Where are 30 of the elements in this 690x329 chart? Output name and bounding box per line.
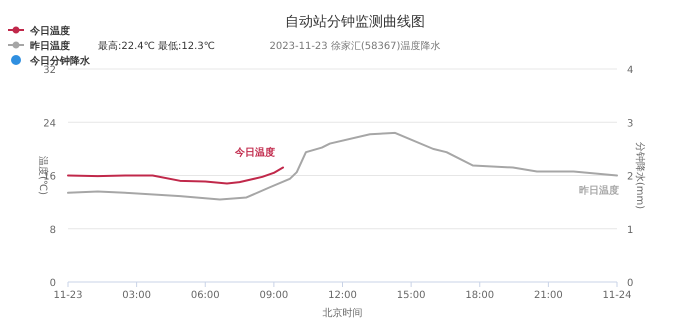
chart-subtitle: 2023-11-23 徐家汇(58367)温度降水 (270, 40, 440, 52)
x-tick-label: 09:00 (259, 290, 288, 301)
legend-label: 今日分钟降水 (29, 55, 91, 67)
annotation: 今日温度 (234, 146, 276, 159)
legend-label: 昨日温度 (30, 40, 70, 52)
y-tick-label: 24 (43, 118, 56, 130)
x-tick-label: 11-23 (53, 290, 83, 301)
y2-axis-title: 分钟降水(mm) (634, 142, 646, 210)
line-series (67, 132, 618, 200)
y2-tick-label: 3 (627, 118, 634, 130)
x-tick-label: 21:00 (534, 290, 563, 301)
x-tick-label: 03:00 (122, 290, 152, 301)
text: 最高:22.4℃ 最低:12.3℃ (98, 40, 215, 52)
x-tick-label: 11-24 (602, 290, 632, 301)
x-tick-label: 12:00 (328, 290, 357, 301)
x-tick-label: 15:00 (396, 290, 426, 301)
y2-tick-label: 0 (627, 278, 634, 289)
y2-tick-label: 1 (627, 224, 634, 236)
legend-label: 今日温度 (29, 25, 70, 37)
annotation: 昨日温度 (579, 184, 619, 196)
y-tick-label: 0 (50, 278, 56, 289)
y2-tick-label: 4 (627, 65, 634, 76)
chart-title: 自动站分钟监测曲线图 (285, 14, 425, 30)
x-tick-label: 06:00 (190, 290, 220, 301)
line-series (67, 166, 284, 184)
x-tick-label: 18:00 (465, 290, 494, 301)
x-axis-title: 北京时间 (322, 307, 362, 319)
y-tick-label: 32 (43, 65, 56, 76)
y2-tick-label: 2 (627, 172, 634, 182)
y-tick-label: 8 (50, 224, 56, 236)
